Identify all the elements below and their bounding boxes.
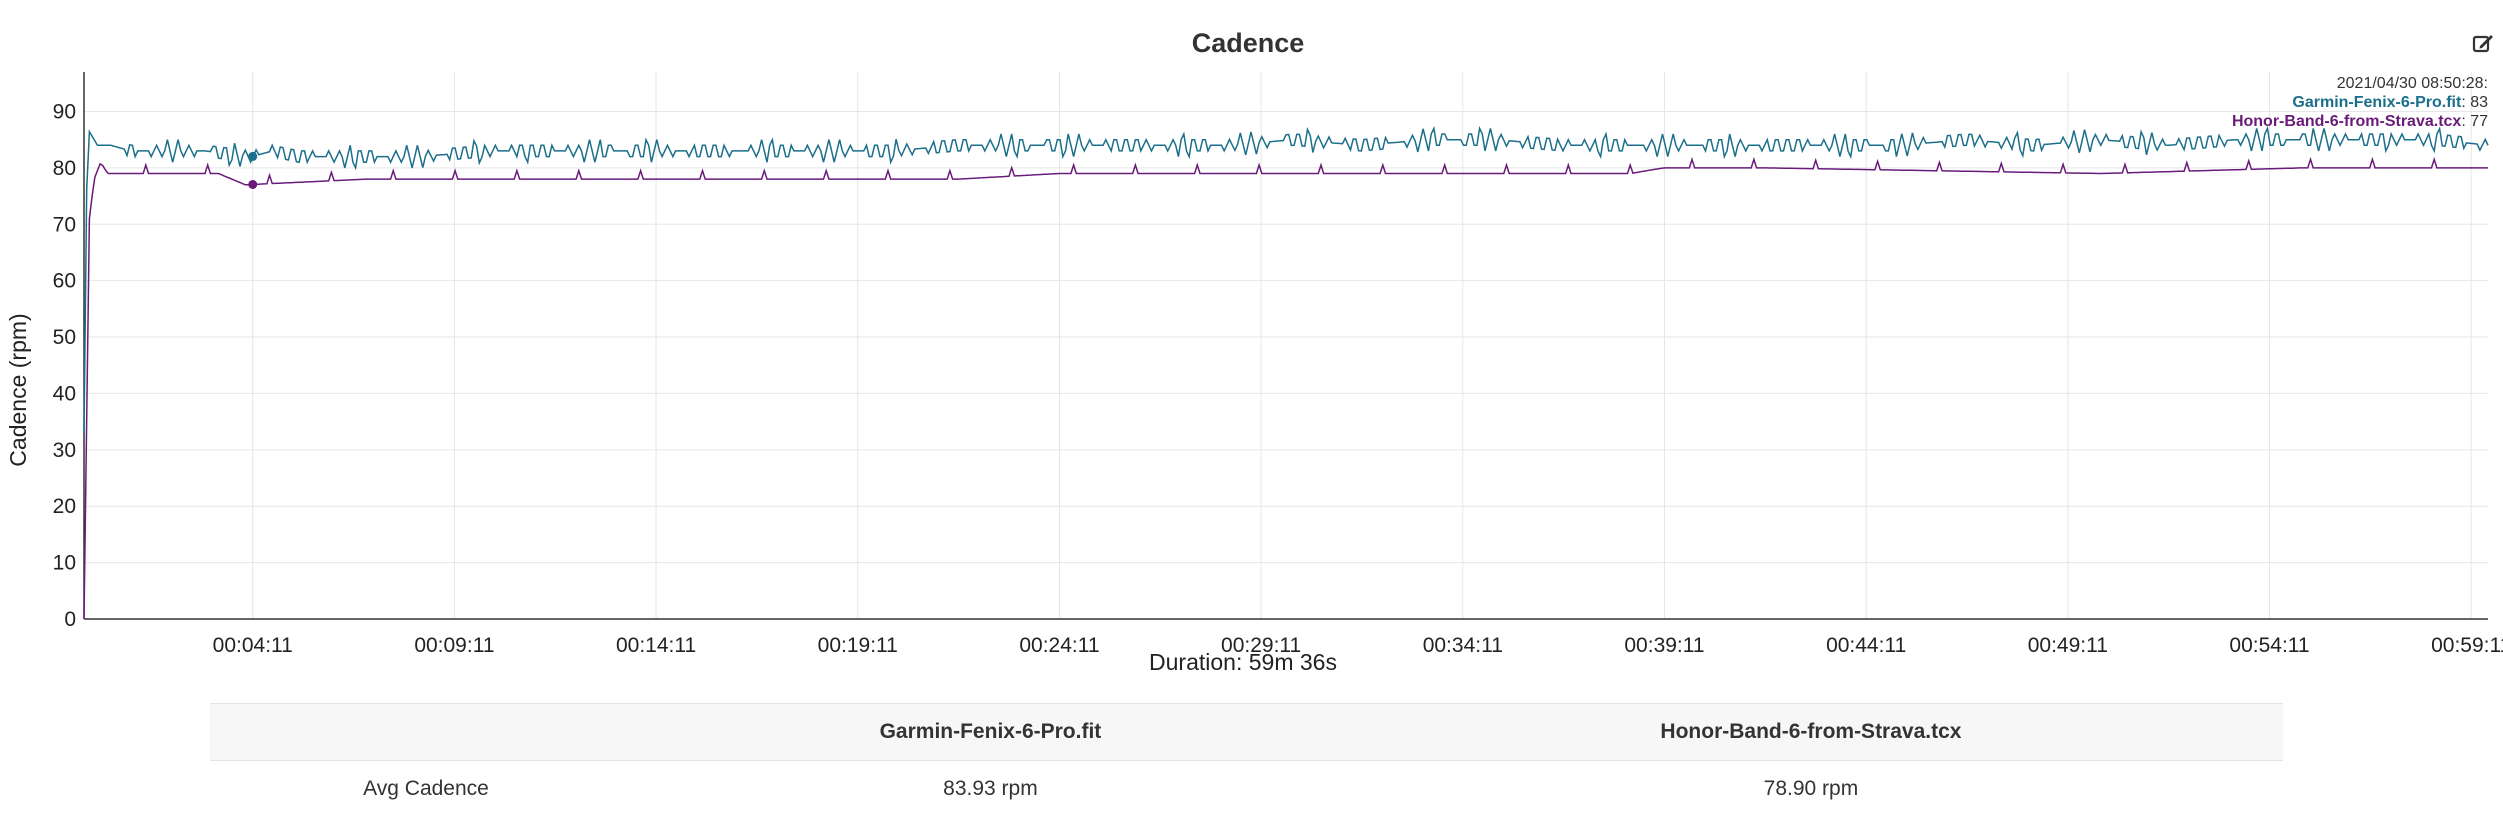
x-tick-label: 00:39:11	[1624, 634, 1704, 657]
y-tick-label: 70	[53, 213, 76, 236]
edit-icon[interactable]	[2472, 32, 2494, 54]
table-header-honor: Honor-Band-6-from-Strava.tcx	[1338, 703, 2283, 761]
cadence-chart: Cadence 0 10 20 30 40 50 60 70 80 90 00:04:11 00:09…	[5, 28, 2503, 675]
table-header-blank	[210, 703, 642, 761]
series-line-0	[83, 125, 2489, 433]
legend-series-value: : 83	[2461, 94, 2488, 111]
x-tick-label: 00:44:11	[1826, 634, 1906, 657]
legend-series-value: : 77	[2461, 113, 2488, 130]
series-layer	[83, 125, 2489, 620]
x-tick-label: 00:09:11	[414, 634, 494, 657]
legend-series-name: Garmin-Fenix-6-Pro.fit	[2292, 94, 2462, 111]
table-header-garmin: Garmin-Fenix-6-Pro.fit	[642, 703, 1339, 761]
y-tick-label: 90	[53, 100, 76, 123]
table-header-row: Garmin-Fenix-6-Pro.fit Honor-Band-6-from…	[210, 703, 2283, 761]
y-tick-label: 80	[53, 157, 76, 180]
x-tick-label: 00:34:11	[1423, 634, 1503, 657]
cell-honor-avg: 78.90 rpm	[1763, 777, 1859, 800]
y-tick-label: 0	[64, 608, 76, 631]
x-tick-label: 00:14:11	[616, 634, 696, 657]
grid	[84, 72, 2488, 619]
y-tick-label: 60	[53, 270, 76, 293]
x-tick-label: 00:24:11	[1019, 634, 1099, 657]
x-tick-label: 00:49:11	[2028, 634, 2108, 657]
hover-marker-0	[248, 151, 258, 161]
x-tick-label: 00:19:11	[818, 634, 898, 657]
chart-title: Cadence	[1192, 28, 1305, 58]
hover-marker-1	[248, 179, 258, 189]
series-line-1	[83, 156, 2488, 620]
y-tick-label: 40	[53, 382, 76, 405]
y-axis-label: Cadence (rpm)	[5, 313, 31, 466]
y-tick-label: 50	[53, 326, 76, 349]
legend-entry: Garmin-Fenix-6-Pro.fit: 83	[2292, 94, 2488, 111]
legend-entry: Honor-Band-6-from-Strava.tcx: 77	[2232, 113, 2488, 130]
legend-series-name: Honor-Band-6-from-Strava.tcx	[2232, 113, 2461, 130]
x-tick-label: 00:54:11	[2229, 634, 2309, 657]
row-label: Avg Cadence	[363, 777, 489, 800]
x-tick-label: 00:59:11	[2431, 634, 2503, 657]
cell-garmin-avg: 83.93 rpm	[943, 777, 1038, 800]
table-row: Avg Cadence 83.93 rpm 78.90 rpm	[210, 761, 2283, 818]
legend: 2021/04/30 08:50:28: Garmin-Fenix-6-Pro.f…	[2232, 75, 2488, 130]
axes: 0 10 20 30 40 50 60 70 80 90 00:04:11 00:09:11 00:14…	[53, 72, 2503, 657]
x-tick-label: 00:29:11	[1221, 634, 1301, 657]
y-tick-label: 30	[53, 439, 76, 462]
stats-table: Garmin-Fenix-6-Pro.fit Honor-Band-6-from…	[210, 703, 2283, 817]
legend-timestamp: 2021/04/30 08:50:28:	[2337, 75, 2488, 92]
y-tick-label: 10	[53, 552, 76, 575]
x-tick-label: 00:04:11	[213, 634, 293, 657]
x-axis-label: Duration: 59m 36s	[1149, 649, 1337, 675]
y-tick-label: 20	[53, 495, 76, 518]
